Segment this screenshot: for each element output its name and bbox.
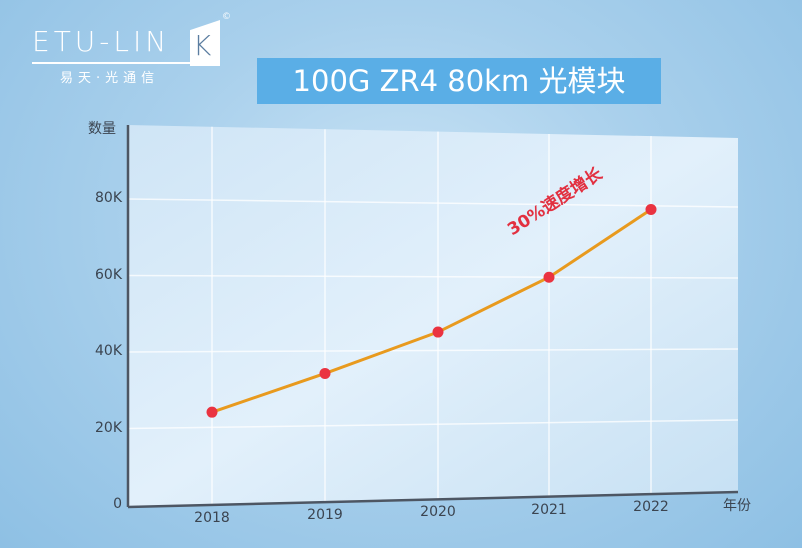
data-point-2020 <box>432 326 444 338</box>
y-tick-label: 80K <box>95 190 122 206</box>
copyright-icon: © <box>222 12 231 22</box>
logo-wordmark-k: K <box>193 29 212 62</box>
x-tick-label: 2022 <box>633 499 669 516</box>
x-tick-label: 2021 <box>531 501 567 518</box>
logo-wordmark: ETU-LIN <box>32 25 171 58</box>
data-markers <box>206 203 657 418</box>
y-axis-title: 数量 <box>88 121 116 137</box>
plot-area <box>128 125 738 507</box>
y-tick-label: 20K <box>95 419 122 436</box>
x-axis-title: 年份 <box>723 498 751 514</box>
grid-lines <box>127 126 739 505</box>
brand-logo: ETU-LIN K © 易天·光通信 <box>30 12 240 86</box>
data-point-2019 <box>319 367 331 379</box>
y-tick-label: 0 <box>113 496 122 512</box>
data-point-2018 <box>206 406 218 418</box>
data-point-2022 <box>645 203 657 215</box>
y-tick-label: 60K <box>95 266 122 283</box>
logo-subtitle: 易天·光通信 <box>60 71 160 86</box>
data-point-2021 <box>543 271 555 283</box>
logo-underline <box>32 62 190 64</box>
x-tick-label: 2018 <box>194 509 230 526</box>
chart-title-banner: 100G ZR4 80km 光模块 <box>257 58 661 104</box>
x-tick-label: 2020 <box>420 504 456 521</box>
x-tick-label: 2019 <box>307 507 343 524</box>
x-axis <box>127 490 739 509</box>
y-tick-label: 40K <box>95 343 122 359</box>
